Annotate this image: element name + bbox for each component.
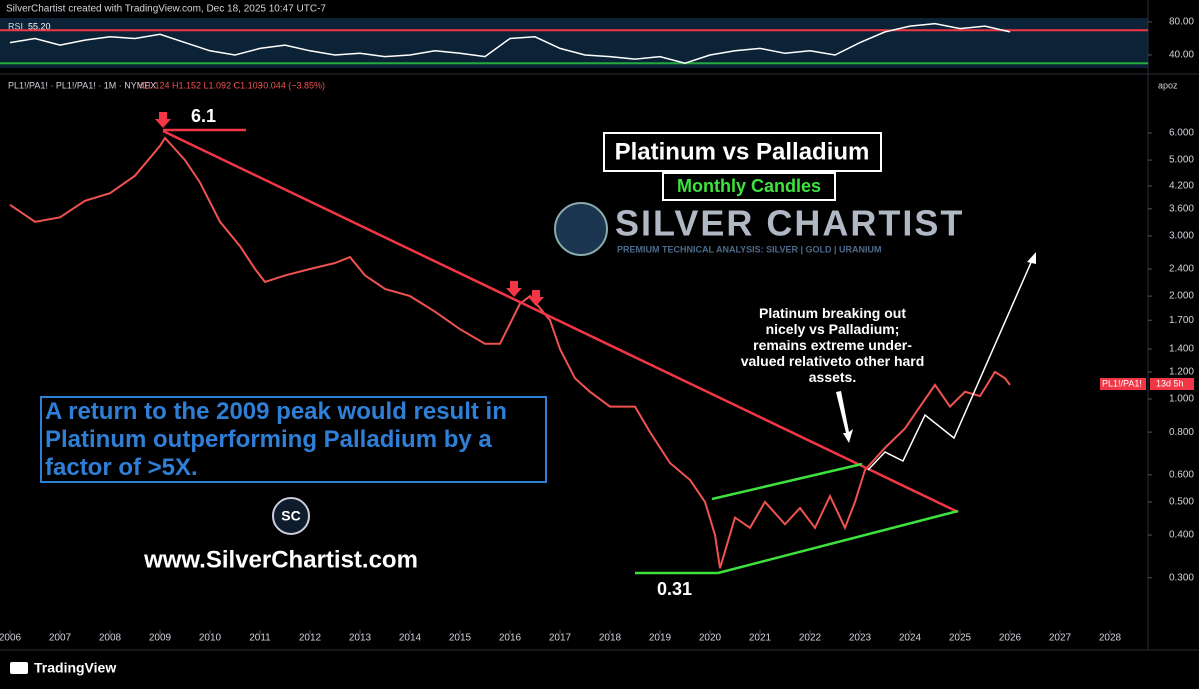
- note: Platinum breaking out nicely vs Palladiu…: [740, 305, 925, 385]
- red-arrow: [506, 281, 522, 297]
- x-tick-label: 2020: [699, 633, 722, 644]
- change: −0.044 (−3.85%): [258, 80, 325, 90]
- x-tick-label: 2028: [1099, 633, 1122, 644]
- x-tick-label: 2016: [499, 633, 522, 644]
- logo-tagline: PREMIUM TECHNICAL ANALYSIS: SILVER | GOL…: [617, 244, 882, 254]
- scale-button[interactable]: apoz: [1158, 80, 1178, 90]
- x-tick-label: 2007: [49, 633, 72, 644]
- y-tick-label: 2.000: [1169, 291, 1194, 302]
- channel-lower: [717, 509, 959, 575]
- x-tick-label: 2006: [0, 633, 22, 644]
- x-tick-label: 2008: [99, 633, 122, 644]
- badge-text: SC: [281, 508, 300, 524]
- price-tag: [1100, 378, 1146, 390]
- y-tick-label: 5.000: [1169, 155, 1194, 166]
- x-tick-label: 2022: [799, 633, 822, 644]
- x-tick-label: 2019: [649, 633, 672, 644]
- callout: A return to the 2009 peak would result i…: [45, 398, 507, 481]
- price-tag-text: PL1!/PA1!: [1102, 378, 1142, 388]
- x-tick-label: 2010: [199, 633, 222, 644]
- peak-label: 6.1: [191, 106, 216, 126]
- y-tick-label: 1.000: [1169, 394, 1194, 405]
- y-tick-label: 80.00: [1169, 17, 1194, 28]
- channel-upper: [711, 462, 863, 501]
- logo-name: SILVER CHARTIST: [615, 203, 964, 244]
- chart-subtitle: Monthly Candles: [677, 176, 821, 196]
- x-tick-label: 2025: [949, 633, 972, 644]
- y-tick-label: 3.000: [1169, 231, 1194, 242]
- trend-line: [162, 129, 959, 514]
- red-arrow: [528, 290, 544, 306]
- y-tick-label: 6.000: [1169, 128, 1194, 139]
- y-tick-label: 40.00: [1169, 50, 1194, 61]
- countdown-tag: [1150, 378, 1194, 390]
- badge: [272, 497, 310, 535]
- rsi-value: 55.20: [28, 21, 51, 31]
- x-tick-label: 2014: [399, 633, 422, 644]
- rsi-panel: [0, 18, 1148, 68]
- x-tick-label: 2013: [349, 633, 372, 644]
- logo-icon: [554, 202, 608, 256]
- pointer-arrow: [836, 391, 853, 443]
- y-tick-label: 1.400: [1169, 344, 1194, 355]
- y-tick-label: 0.600: [1169, 469, 1194, 480]
- arrow-head: [1027, 252, 1036, 264]
- credit: SilverChartist created with TradingView.…: [6, 4, 326, 15]
- x-tick-label: 2021: [749, 633, 772, 644]
- x-tick-label: 2009: [149, 633, 172, 644]
- note-text: Platinum breaking out nicely vs Palladiu…: [740, 305, 925, 385]
- y-tick-label: 2.400: [1169, 264, 1194, 275]
- url: www.SilverChartist.com: [143, 546, 418, 573]
- brand: TradingView: [34, 660, 116, 676]
- x-tick-label: 2015: [449, 633, 472, 644]
- y-tick-label: 0.500: [1169, 497, 1194, 508]
- y-tick-label: 0.300: [1169, 572, 1194, 583]
- y-tick-label: 1.700: [1169, 315, 1194, 326]
- x-tick-label: 2012: [299, 633, 322, 644]
- chart-title: Platinum vs Palladium: [615, 138, 870, 165]
- x-tick-label: 2011: [249, 633, 271, 644]
- y-tick-label: 3.600: [1169, 203, 1194, 214]
- subtitle-box: [662, 172, 836, 201]
- price-line: [9, 136, 1011, 569]
- countdown: 13d 5h: [1156, 378, 1184, 388]
- x-tick-label: 2023: [849, 633, 872, 644]
- callout-box: [40, 396, 547, 483]
- y-tick-label: 0.800: [1169, 427, 1194, 438]
- red-arrow: [155, 112, 171, 128]
- rsi-line: [9, 22, 1011, 64]
- title-box: [603, 132, 882, 172]
- low-label: 0.31: [657, 579, 692, 599]
- brand-logo: [10, 662, 28, 674]
- y-tick-label: 0.400: [1169, 530, 1194, 541]
- callout-text: A return to the 2009 peak would result i…: [45, 398, 507, 481]
- x-tick-label: 2017: [549, 633, 572, 644]
- x-tick-label: 2027: [1049, 633, 1072, 644]
- legend: PL1!/PA1! · PL1!/PA1! · 1M · NYMEX: [8, 80, 156, 90]
- y-tick-label: 4.200: [1169, 181, 1194, 192]
- ohlc: O1.124 H1.152 L1.092 C1.103: [140, 80, 263, 90]
- rsi-label: RSI: [8, 21, 23, 31]
- x-tick-label: 2018: [599, 633, 622, 644]
- x-tick-label: 2026: [999, 633, 1022, 644]
- y-tick-label: 1.200: [1169, 367, 1194, 378]
- x-tick-label: 2024: [899, 633, 922, 644]
- projection-arrow: [867, 257, 1034, 471]
